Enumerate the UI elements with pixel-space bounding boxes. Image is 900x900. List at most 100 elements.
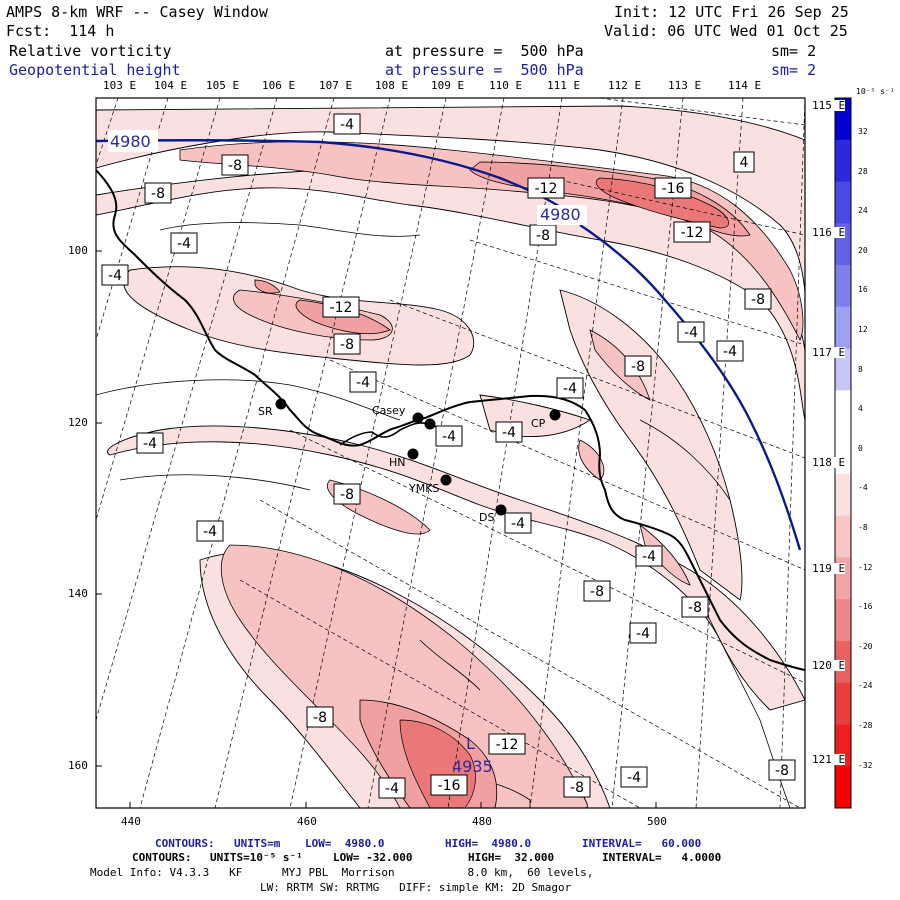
colorbar-swatch (835, 766, 851, 809)
svg-text:-4: -4 (340, 117, 354, 133)
colorbar-swatch (835, 682, 851, 725)
colorbar-tick-label: -20 (858, 641, 873, 651)
lon-label-right: 116 E (812, 226, 846, 239)
svg-text:-4: -4 (636, 626, 650, 642)
x-tick-label: 500 (647, 815, 667, 828)
colorbar-tick-label: -4 (858, 483, 868, 493)
vort-label: -12 (527, 177, 565, 199)
lon-label-right: 119 E (812, 562, 846, 575)
field2-smoothing: sm= 2 (771, 61, 817, 79)
svg-text:-8: -8 (340, 337, 354, 353)
map-title: AMPS 8-km WRF -- Casey Window (6, 3, 268, 21)
svg-text:-4: -4 (642, 549, 656, 565)
colorbar-tick-label: -16 (858, 602, 873, 612)
colorbar-swatch (835, 181, 851, 224)
y-tick-label: 160 (68, 759, 88, 772)
colorbar-swatch (835, 306, 851, 350)
svg-text:4: 4 (740, 155, 749, 171)
colorbar-tick-label: 4 (858, 404, 863, 414)
height-label-left: 4980 (110, 132, 151, 151)
vort-label: -4 (620, 766, 648, 788)
colorbar-tick-label: 20 (858, 245, 868, 255)
colorbar-swatch (835, 515, 851, 558)
lon-label: 106 E (262, 79, 296, 92)
field1-smoothing: sm= 2 (771, 42, 817, 60)
colorbar-swatch (835, 348, 851, 391)
vort-label: -8 (583, 580, 611, 602)
vorticity-value-labels: -4 -8 -8 -4 -4 -12 -8 -4 -12 -8 -16 -12 … (101, 113, 796, 799)
station-label: DS (479, 511, 494, 524)
footer-height-high: HIGH= 4980.0 (445, 837, 532, 850)
x-tick-label: 460 (297, 815, 317, 828)
vort-label: -8 (744, 288, 772, 310)
field1-name: Relative vorticity (9, 42, 172, 60)
svg-text:-4: -4 (511, 516, 525, 532)
lon-label: 114 E (728, 79, 762, 92)
footer-vort-units: UNITS=10⁻⁵ s⁻¹ (210, 851, 303, 864)
svg-text:-4: -4 (502, 425, 516, 441)
svg-text:-8: -8 (570, 780, 584, 796)
colorbar-tick-label: -8 (858, 523, 868, 532)
svg-text:-12: -12 (535, 181, 558, 197)
footer-vort-interval: INTERVAL= 4.0000 (602, 851, 722, 864)
svg-text:-4: -4 (356, 375, 370, 391)
x-tick-label: 440 (121, 815, 141, 828)
lon-label-right: 117 E (812, 346, 846, 359)
svg-text:-8: -8 (340, 487, 354, 503)
low-center-value: 4935 (452, 757, 493, 776)
svg-text:-4: -4 (108, 268, 122, 284)
colorbar-tick-label: 12 (858, 325, 868, 334)
svg-text:-8: -8 (536, 228, 550, 244)
svg-text:-4: -4 (442, 429, 456, 445)
svg-text:-4: -4 (143, 436, 157, 452)
footer-vort-label: CONTOURS: (132, 851, 192, 864)
colorbar-tick-label: 8 (858, 364, 863, 374)
vort-label: -4 (629, 622, 657, 644)
axis-ticks (96, 250, 657, 808)
station-label: HN (389, 456, 406, 469)
height-contour-4980-east (579, 224, 802, 551)
vort-label: -4 (101, 264, 129, 286)
height-contour-4980 (96, 139, 566, 211)
vort-label: -4 (504, 512, 532, 534)
vort-label: -8 (333, 333, 361, 355)
svg-text:-8: -8 (751, 292, 765, 308)
vort-label: -16 (430, 774, 468, 796)
footer-vort-high: HIGH= 32.000 (468, 851, 555, 864)
vort-label: -12 (488, 733, 526, 755)
vort-label: 4 (733, 151, 755, 173)
lon-label-right: 121 E (812, 753, 846, 766)
vort-label: -4 (333, 113, 361, 135)
svg-text:-8: -8 (631, 359, 645, 375)
vort-label: -8 (221, 154, 249, 176)
height-label-mid: 4980 (540, 205, 581, 224)
svg-text:-8: -8 (775, 763, 789, 779)
svg-text:-8: -8 (151, 186, 165, 202)
vort-label: -12 (322, 296, 360, 318)
colorbar-tick-label: -32 (858, 760, 873, 770)
height-labels: 4980 4980 L 4935 (108, 130, 587, 776)
vort-label: -8 (563, 776, 591, 798)
colorbar-swatch (835, 265, 851, 308)
colorbar-swatch (835, 599, 851, 642)
svg-text:-12: -12 (681, 225, 704, 241)
lon-label: 111 E (547, 79, 581, 92)
footer-vort-low: LOW= -32.000 (333, 851, 413, 864)
lon-label-right: 115 E (812, 99, 846, 112)
svg-text:-8: -8 (313, 710, 327, 726)
vort-label: -8 (144, 182, 172, 204)
vort-label: -8 (624, 355, 652, 377)
vort-label: -4 (716, 340, 744, 362)
svg-text:-4: -4 (723, 344, 737, 360)
colorbar-tick-label: 28 (858, 166, 868, 176)
colorbar-tick-label: -12 (858, 562, 873, 572)
vort-label: -12 (673, 221, 711, 243)
vort-label: -4 (495, 421, 523, 443)
lon-label: 103 E (103, 79, 137, 92)
field2-level: at pressure = 500 hPa (385, 61, 584, 79)
colorbar-tick-label: 32 (858, 127, 868, 136)
vort-label: -4 (349, 371, 377, 393)
lon-label: 109 E (431, 79, 465, 92)
lon-label: 112 E (608, 79, 642, 92)
